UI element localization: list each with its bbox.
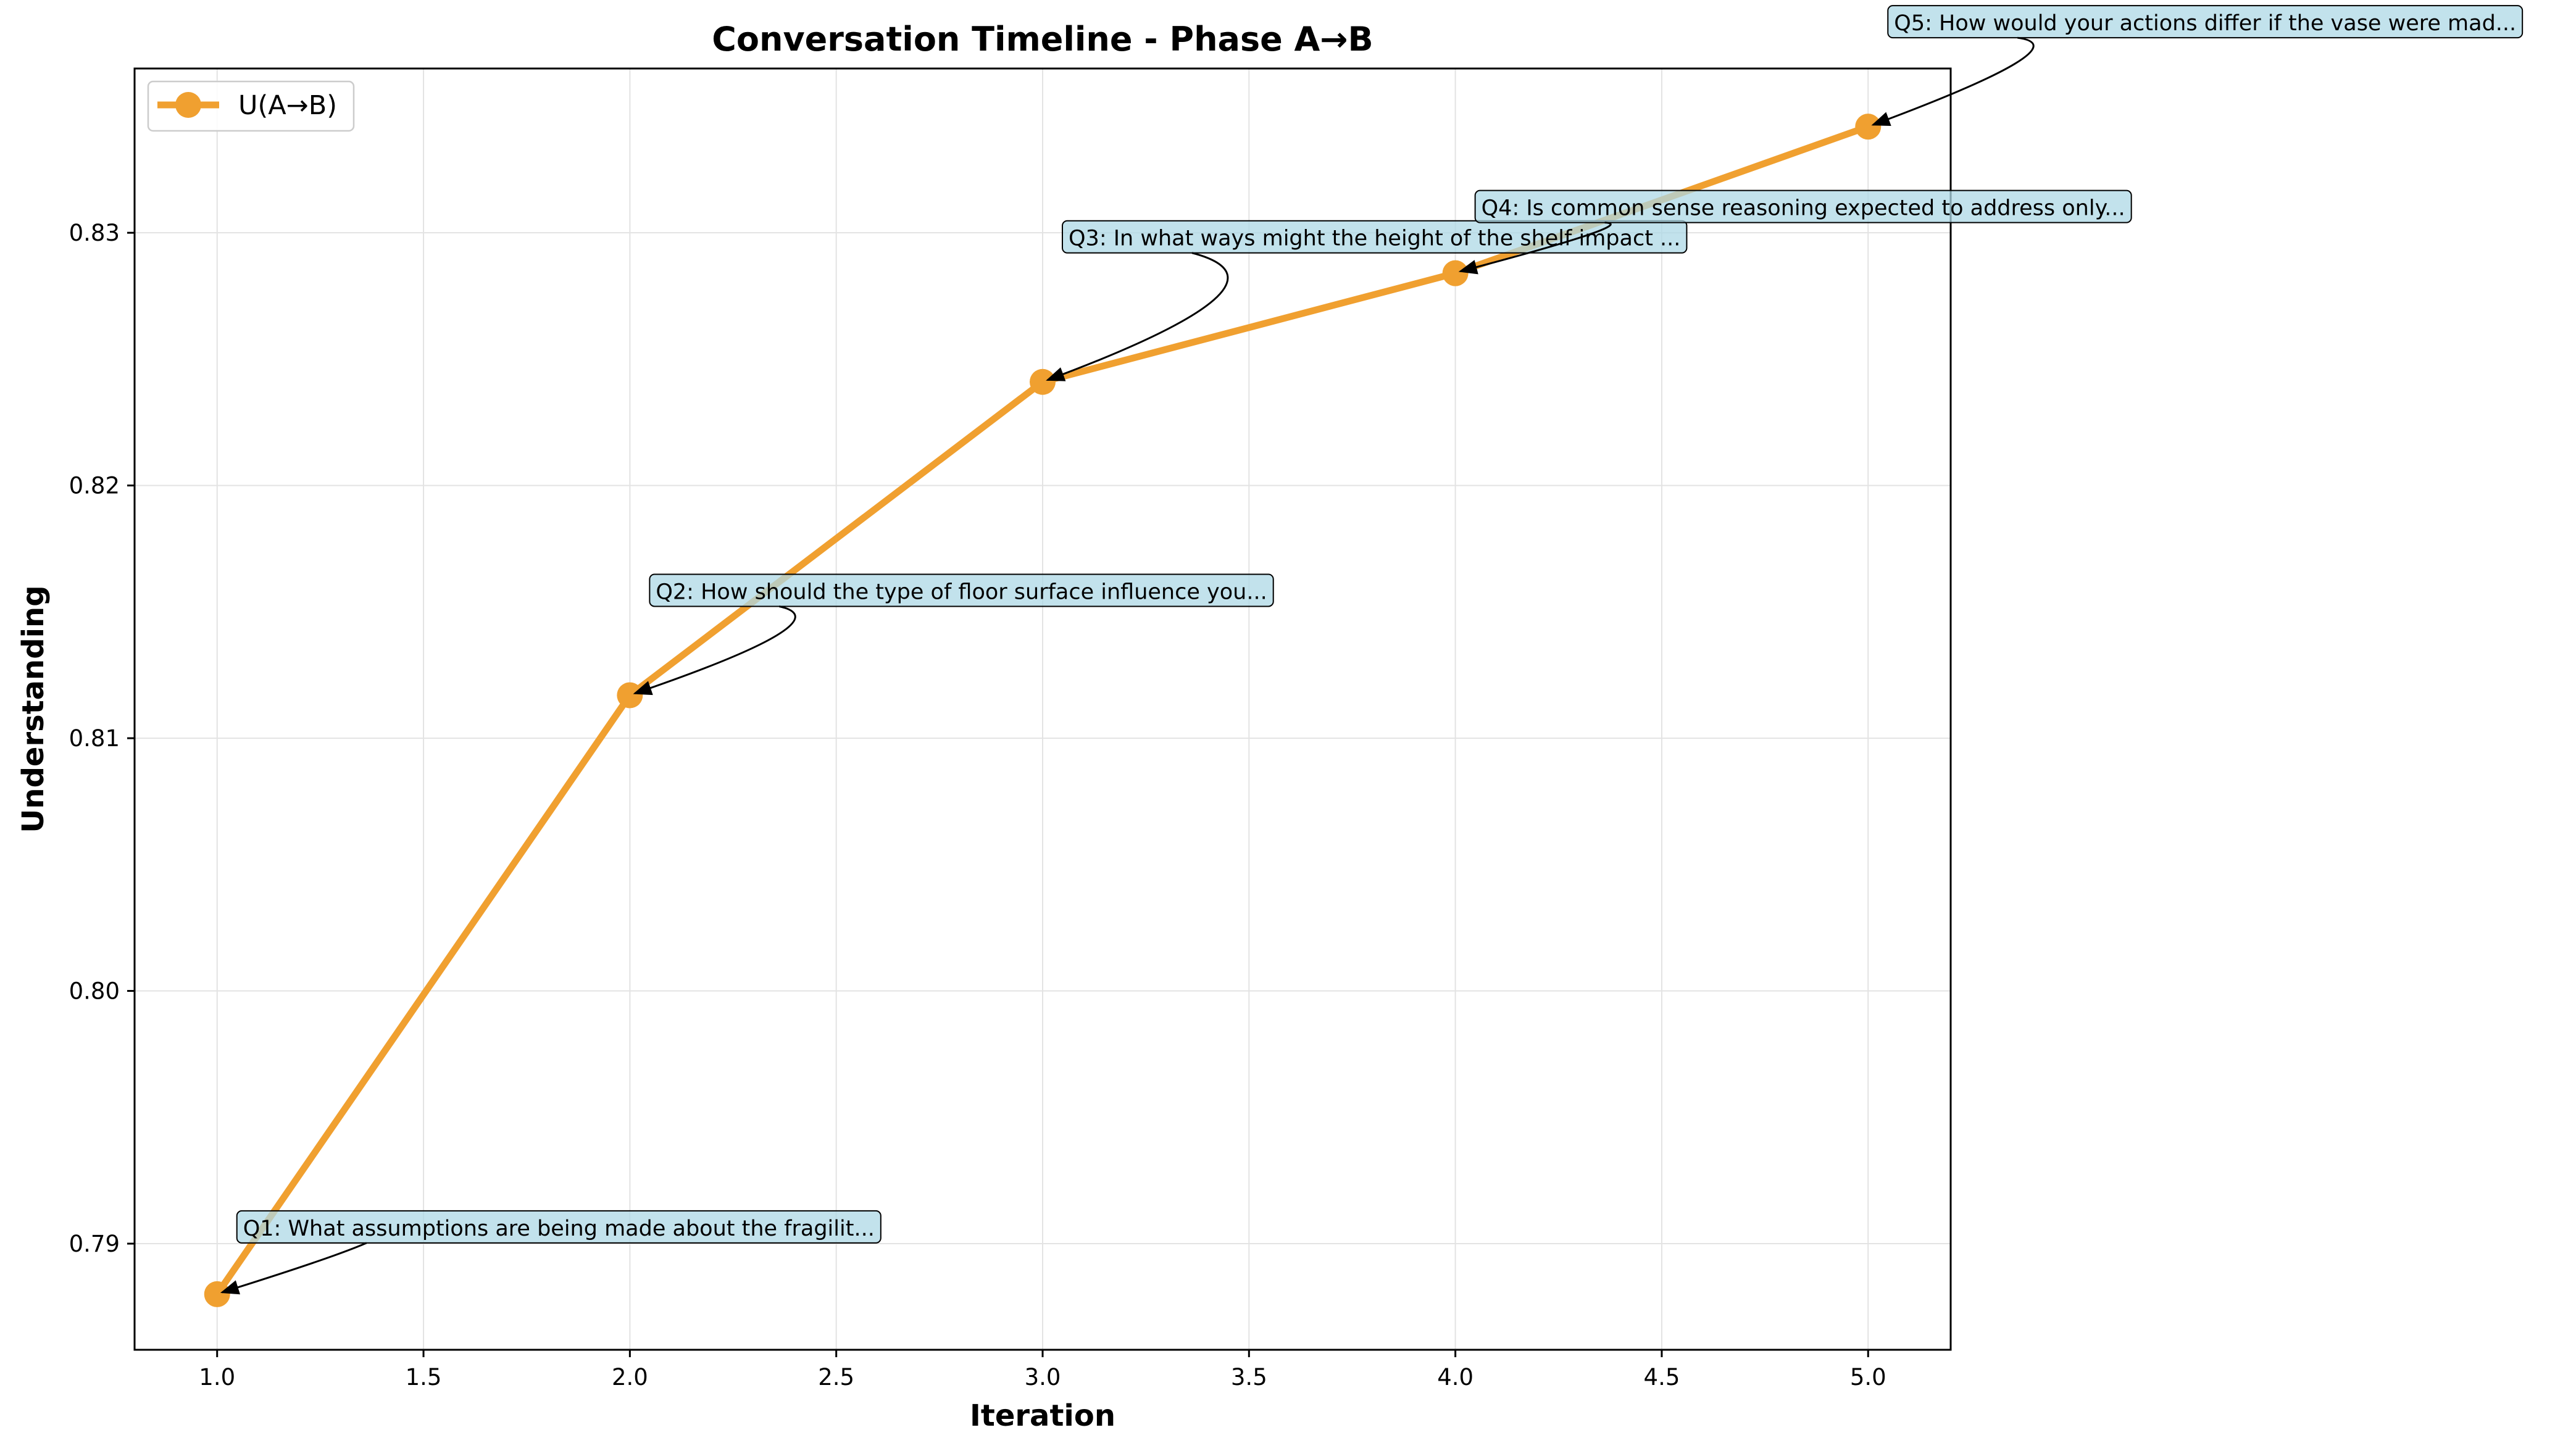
annotation-arrow (1458, 222, 1612, 275)
x-tick-label: 1.5 (406, 1364, 442, 1391)
y-tick-label: 0.83 (69, 220, 120, 246)
annotation-text: Q5: How would your actions differ if the… (1894, 11, 2516, 36)
x-tick-label: 3.5 (1231, 1364, 1267, 1391)
annotation-arrow (1046, 252, 1229, 381)
data-point (204, 1281, 230, 1307)
data-point (1442, 260, 1469, 286)
annotation-box (649, 573, 1274, 607)
annotation-arrow (220, 1242, 367, 1295)
legend-label: U(A→B) (238, 90, 337, 121)
annotation: Q2: How should the type of floor surface… (633, 573, 1274, 696)
chart-title: Conversation Timeline - Phase A→B (712, 20, 1373, 59)
x-axis-label: Iteration (970, 1399, 1115, 1433)
annotation-box (236, 1210, 882, 1244)
legend-box (147, 80, 355, 132)
annotation-text: Q4: Is common sense reasoning expected t… (1482, 196, 2125, 221)
x-tick-label: 5.0 (1850, 1364, 1886, 1391)
y-tick-label: 0.82 (69, 473, 120, 499)
y-tick-label: 0.81 (69, 725, 120, 752)
x-tick-label: 2.0 (612, 1364, 648, 1391)
y-tick-label: 0.80 (69, 978, 120, 1005)
annotation-text: Q2: How should the type of floor surface… (656, 580, 1267, 604)
y-tick-label: 0.79 (69, 1231, 120, 1257)
data-point (1030, 368, 1056, 395)
annotations: Q1: What assumptions are being made abou… (220, 5, 2524, 1295)
x-tick-label: 4.0 (1437, 1364, 1473, 1391)
annotation: Q4: Is common sense reasoning expected t… (1458, 189, 2132, 275)
axes: 1.0 1.5 2.0 2.5 3.0 3.5 4.0 4.5 5.0 0.79 0.80 0.81 0… (69, 220, 1886, 1391)
annotation-text: Q1: What assumptions are being made abou… (243, 1216, 875, 1241)
annotation-text: Q3: In what ways might the height of the… (1069, 227, 1680, 251)
annotation-box (1887, 5, 2524, 39)
annotation-arrow (633, 605, 796, 696)
annotation-box (1062, 220, 1688, 254)
annotation: Q5: How would your actions differ if the… (1871, 5, 2524, 127)
data-point (1855, 114, 1882, 140)
x-tick-label: 3.0 (1025, 1364, 1061, 1391)
annotation-arrow (1871, 36, 2035, 127)
grid (135, 69, 1951, 1350)
x-tick-label: 2.5 (818, 1364, 854, 1391)
x-tick-label: 4.5 (1644, 1364, 1680, 1391)
legend: U(A→B) (147, 80, 355, 132)
legend-marker (175, 92, 201, 118)
x-tick-label: 1.0 (199, 1364, 235, 1391)
y-axis-label: Understanding (16, 585, 51, 833)
annotation: Q1: What assumptions are being made abou… (220, 1210, 882, 1295)
data-point (617, 682, 643, 709)
annotation-box (1474, 189, 2132, 223)
